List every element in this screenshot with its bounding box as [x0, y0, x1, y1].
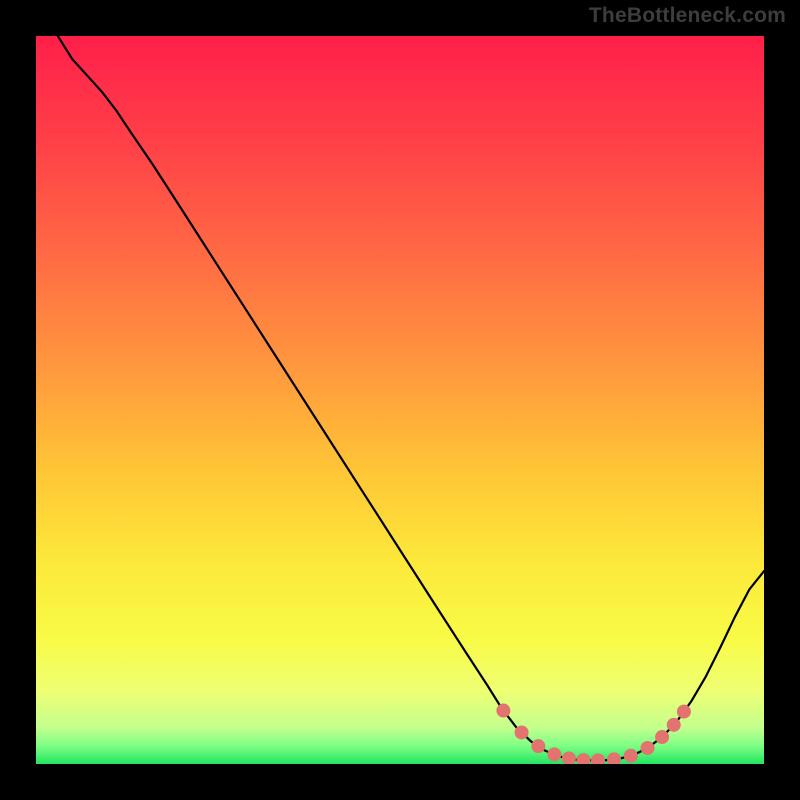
optimal-marker [677, 705, 690, 718]
plot-background [36, 36, 764, 764]
optimal-marker [562, 752, 575, 765]
optimal-marker [667, 718, 680, 731]
optimal-marker [497, 704, 510, 717]
optimal-marker [641, 741, 654, 754]
optimal-marker [624, 749, 637, 762]
optimal-marker [608, 753, 621, 766]
optimal-marker [532, 740, 545, 753]
optimal-marker [577, 754, 590, 767]
bottleneck-curve-chart [0, 0, 800, 800]
watermark-text: TheBottleneck.com [589, 4, 786, 28]
optimal-marker [515, 726, 528, 739]
optimal-marker [656, 731, 669, 744]
optimal-marker [592, 754, 605, 767]
optimal-marker [548, 748, 561, 761]
